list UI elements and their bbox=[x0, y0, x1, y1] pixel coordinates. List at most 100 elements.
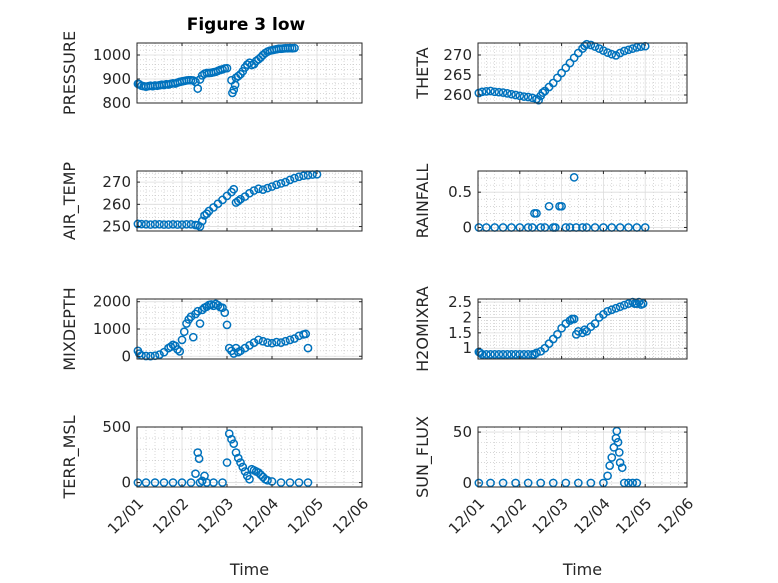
x-tick-label: 12/03 bbox=[529, 495, 572, 538]
y-tick-label: 2.5 bbox=[448, 293, 472, 311]
y-axis-label: AIR_TEMP bbox=[60, 162, 80, 240]
axes-box bbox=[136, 42, 363, 104]
data-point bbox=[133, 219, 143, 229]
y-axis-label: RAINFALL bbox=[413, 164, 432, 239]
x-axis-label: Time bbox=[229, 560, 269, 579]
subplot-terr-msl: 0 500 TERR_MSL 12/01 12/02 12/03 12/04 12/05 12/… bbox=[60, 415, 372, 579]
data-point bbox=[186, 478, 196, 487]
y-axis-label: H2OMIXRA bbox=[413, 286, 432, 372]
y-tick-label: 0 bbox=[462, 218, 472, 236]
data-point bbox=[515, 91, 525, 101]
data-point bbox=[607, 453, 617, 462]
data-point bbox=[615, 302, 625, 312]
data-point bbox=[607, 49, 617, 59]
y-tick-label: 1000 bbox=[93, 46, 131, 64]
data-point bbox=[538, 88, 548, 97]
data-point bbox=[511, 90, 520, 100]
data-point bbox=[256, 53, 266, 62]
data-point bbox=[229, 85, 239, 95]
data-point bbox=[218, 478, 227, 487]
data-point bbox=[603, 48, 612, 57]
data-point bbox=[477, 350, 487, 359]
data-point bbox=[511, 350, 520, 359]
data-point bbox=[290, 173, 299, 183]
y-tick-label: 0 bbox=[121, 347, 131, 365]
data-point bbox=[188, 332, 198, 342]
data-point bbox=[194, 454, 204, 464]
data-point bbox=[263, 338, 272, 347]
data-point bbox=[494, 87, 504, 97]
y-tick-label: 2 bbox=[462, 308, 472, 326]
data-point bbox=[254, 335, 263, 345]
axes-box bbox=[477, 42, 688, 104]
data-point bbox=[231, 448, 241, 457]
data-point bbox=[146, 220, 155, 229]
subplot-rainfall: 0 0.5 RAINFALL bbox=[413, 164, 688, 239]
data-point bbox=[557, 68, 566, 78]
data-point bbox=[155, 219, 164, 229]
plot-area bbox=[478, 171, 687, 231]
data-point bbox=[249, 338, 259, 347]
y-tick-label: 1000 bbox=[93, 320, 131, 338]
data-point bbox=[519, 350, 529, 359]
data-point bbox=[502, 89, 512, 98]
data-point bbox=[245, 474, 254, 484]
data-point bbox=[236, 346, 245, 356]
y-tick-label: 1 bbox=[462, 339, 472, 357]
data-point bbox=[227, 434, 236, 444]
data-point bbox=[553, 330, 562, 339]
data-point bbox=[193, 448, 203, 457]
data-point bbox=[220, 308, 230, 317]
y-axis-label: MIXDEPTH bbox=[60, 287, 79, 370]
data-point bbox=[632, 43, 642, 52]
data-point bbox=[285, 478, 295, 487]
x-tick-label: 12/06 bbox=[329, 495, 372, 538]
data-point bbox=[614, 448, 624, 457]
data-point bbox=[276, 179, 286, 188]
data-point bbox=[523, 350, 533, 359]
data-point bbox=[195, 222, 205, 231]
x-tick-label: 12/01 bbox=[445, 495, 488, 538]
data-point bbox=[236, 194, 245, 204]
data-point bbox=[290, 43, 299, 53]
subplot-pressure: 800 900 1000 PRESSURE bbox=[60, 31, 363, 115]
y-tick-label: 260 bbox=[102, 195, 131, 213]
data-point bbox=[498, 88, 508, 97]
y-tick-label: 0.5 bbox=[448, 183, 472, 201]
data-point bbox=[236, 458, 245, 467]
data-point bbox=[594, 44, 604, 53]
data-point bbox=[490, 87, 500, 97]
data-point bbox=[200, 211, 209, 220]
data-point bbox=[193, 306, 203, 316]
data-point bbox=[155, 350, 164, 359]
data-point bbox=[263, 475, 272, 485]
data-point bbox=[580, 41, 589, 51]
data-point bbox=[141, 351, 151, 361]
x-tick-label: 12/01 bbox=[104, 495, 147, 538]
data-point bbox=[267, 338, 277, 348]
x-tick-label: 12/05 bbox=[612, 495, 655, 538]
data-point bbox=[303, 343, 313, 353]
data-point bbox=[224, 429, 234, 439]
data-point bbox=[569, 173, 579, 182]
data-point bbox=[281, 336, 290, 346]
data-point bbox=[582, 39, 592, 49]
data-point bbox=[137, 219, 146, 229]
data-point bbox=[173, 220, 182, 229]
data-point bbox=[599, 46, 608, 55]
data-point bbox=[233, 71, 243, 81]
data-point bbox=[619, 300, 629, 310]
data-point bbox=[628, 297, 638, 307]
data-point bbox=[498, 350, 508, 359]
data-point bbox=[611, 303, 621, 313]
y-tick-label: 500 bbox=[102, 418, 131, 436]
data-point bbox=[258, 185, 268, 195]
data-point bbox=[197, 216, 207, 226]
data-point bbox=[182, 219, 191, 229]
data-point bbox=[507, 89, 516, 99]
data-point bbox=[494, 350, 504, 359]
data-point bbox=[168, 219, 178, 229]
y-tick-label: 0 bbox=[121, 474, 131, 492]
y-tick-label: 1.5 bbox=[448, 324, 472, 342]
x-tick-label: 12/02 bbox=[487, 495, 530, 538]
